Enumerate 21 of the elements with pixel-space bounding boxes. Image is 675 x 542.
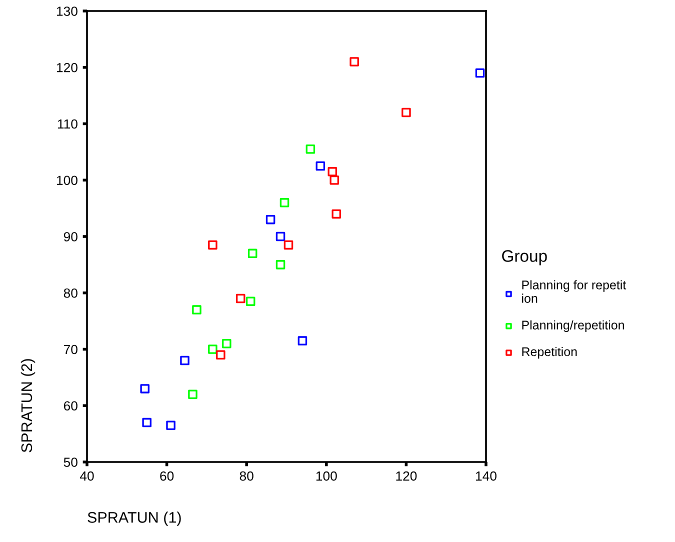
legend-label: Planning for repetit ion bbox=[522, 280, 626, 303]
y-tick-label: 110 bbox=[58, 119, 78, 129]
legend-label: Planning/repetition bbox=[522, 320, 624, 332]
x-tick-label: 100 bbox=[316, 471, 337, 481]
x-tick-label: 80 bbox=[240, 471, 254, 481]
y-tick-label: 80 bbox=[64, 288, 78, 298]
y-tick-label: 100 bbox=[56, 176, 78, 186]
y-tick-label: 70 bbox=[64, 344, 78, 354]
legend-label: Repetition bbox=[522, 346, 577, 359]
y-tick-label: 50 bbox=[64, 458, 78, 467]
x-axis-title: SPRATUN (1) bbox=[88, 512, 181, 526]
y-tick-label: 130 bbox=[56, 6, 78, 16]
y-tick-label: 60 bbox=[64, 401, 78, 411]
x-tick-label: 140 bbox=[476, 471, 496, 481]
x-tick-label: 60 bbox=[160, 471, 174, 481]
y-tick-label: 120 bbox=[56, 62, 78, 72]
legend-title: Group bbox=[502, 250, 547, 266]
x-tick-label: 40 bbox=[80, 471, 94, 481]
y-tick-label: 90 bbox=[64, 232, 78, 242]
y-axis-title: SPRATUN (2) bbox=[20, 359, 36, 452]
x-tick-label: 120 bbox=[396, 471, 417, 481]
